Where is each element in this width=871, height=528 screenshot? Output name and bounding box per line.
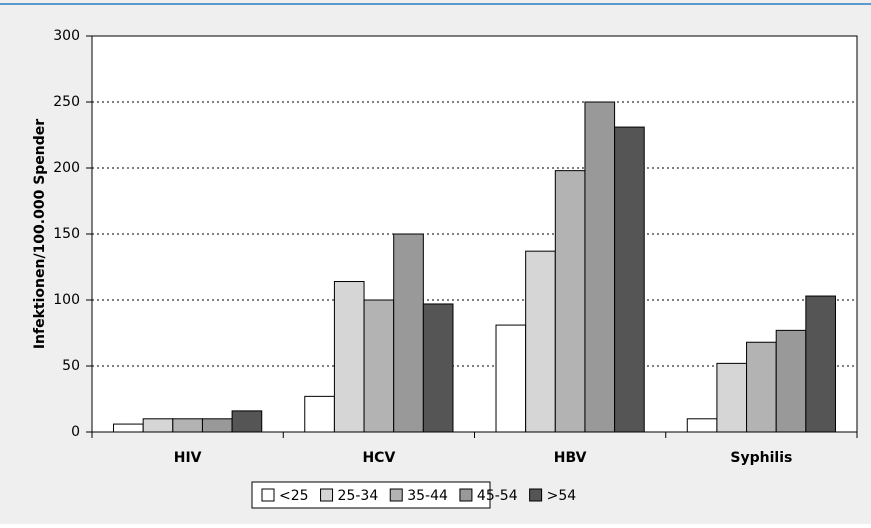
bar: [422, 303, 454, 433]
legend-box: [251, 481, 491, 509]
y-tick-label: 0: [71, 424, 80, 440]
x-tick-label: Syphilis: [730, 450, 792, 466]
legend-swatch: [320, 488, 334, 502]
bar: [805, 295, 836, 433]
bar: [525, 250, 556, 433]
legend-swatch: [529, 488, 543, 502]
bar: [716, 362, 748, 433]
bar: [393, 233, 424, 433]
bar: [495, 324, 527, 433]
bar: [142, 418, 174, 433]
y-axis-label: Infektionen/100.000 Spender: [32, 119, 48, 349]
bar: [686, 418, 718, 433]
x-tick-label: HBV: [554, 450, 587, 466]
bar: [584, 101, 616, 433]
bar: [363, 299, 395, 433]
legend-label: >54: [547, 488, 577, 504]
legend-label: 35-44: [407, 488, 448, 504]
bar: [333, 281, 365, 433]
y-tick-label: 100: [53, 292, 80, 308]
x-tick-label: HCV: [362, 450, 395, 466]
legend-swatch: [459, 488, 473, 502]
legend-swatch: [389, 488, 403, 502]
bar: [304, 395, 335, 433]
bar: [614, 126, 645, 433]
legend-swatch: [261, 488, 275, 502]
legend: <25 25-34 35-44 45-54 >54: [251, 481, 577, 509]
bar: [231, 410, 263, 433]
y-tick-label: 50: [62, 358, 80, 374]
legend-label: <25: [279, 488, 309, 504]
y-tick-label: 150: [53, 226, 80, 242]
legend-label: 25-34: [338, 488, 379, 504]
y-tick-label: 250: [53, 94, 80, 110]
bar: [775, 329, 807, 433]
bar: [746, 341, 777, 433]
bar: [554, 170, 586, 433]
bar: [201, 418, 233, 433]
y-tick-label: 300: [53, 28, 80, 44]
bar: [113, 423, 144, 433]
x-tick-label: HIV: [174, 450, 202, 466]
bar: [172, 418, 203, 433]
y-tick-label: 200: [53, 160, 80, 176]
legend-label: 45-54: [477, 488, 518, 504]
